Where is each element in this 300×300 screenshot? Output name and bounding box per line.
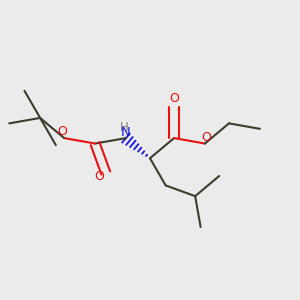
Text: O: O [202,131,212,144]
Text: O: O [169,92,179,105]
Text: O: O [58,125,68,138]
Text: H: H [120,121,129,134]
Text: O: O [94,170,104,183]
Text: N: N [121,126,131,139]
